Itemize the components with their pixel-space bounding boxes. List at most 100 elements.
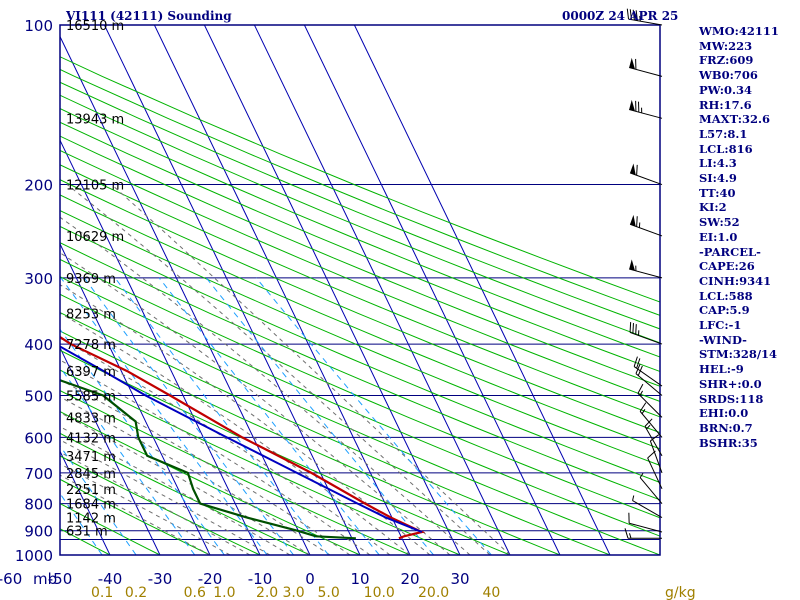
wind-barb-full xyxy=(626,8,630,20)
isotherm-line xyxy=(60,35,311,555)
height-label: 13943 m xyxy=(66,112,124,127)
wind-barb-full xyxy=(633,356,638,367)
wind-barb-shaft xyxy=(629,268,663,279)
height-label: 631 m xyxy=(66,525,108,540)
dry-adiabat xyxy=(60,164,660,418)
wind-barb xyxy=(632,495,663,519)
wind-barb-shaft xyxy=(629,223,663,237)
moist-adiabat xyxy=(60,216,471,555)
wind-barb xyxy=(644,418,663,457)
index-line: CINH:9341 xyxy=(699,273,772,288)
wind-barb-full xyxy=(635,10,638,21)
mixing-ratio-line xyxy=(60,328,225,555)
pressure-tick-label: 500 xyxy=(24,387,53,405)
wind-barb-shaft xyxy=(644,426,663,457)
index-line: CAPE:26 xyxy=(699,259,755,274)
dry-adiabat xyxy=(60,149,660,402)
height-label: 16510 m xyxy=(66,19,124,34)
wind-barb-flag xyxy=(630,163,636,175)
index-line: WB0:706 xyxy=(699,68,758,83)
wind-barb xyxy=(637,383,663,418)
moist-adiabat xyxy=(60,337,391,555)
wind-barb-full xyxy=(636,358,641,369)
dry-adiabat xyxy=(60,242,660,501)
index-line: -WIND- xyxy=(699,332,747,347)
mixing-ratio-unit: g/kg xyxy=(665,585,696,600)
index-line: KI:2 xyxy=(699,200,727,215)
isotherm-line xyxy=(0,25,10,555)
mixing-ratio-label: 40 xyxy=(482,585,500,600)
height-label: 4833 m xyxy=(66,411,116,426)
dry-adiabat xyxy=(60,502,162,555)
mixing-ratio-label: 10.0 xyxy=(364,585,395,600)
moist-adiabat xyxy=(60,312,411,555)
wind-barb-full xyxy=(629,9,632,20)
mixing-ratio-line xyxy=(158,277,380,555)
dry-adiabat xyxy=(0,25,30,566)
index-line: CAP:5.9 xyxy=(699,303,750,318)
wind-barb-full xyxy=(644,418,653,427)
moist-adiabat xyxy=(60,359,371,555)
wind-barb-full xyxy=(637,383,644,394)
index-line: WMO:42111 xyxy=(699,24,779,38)
dry-adiabat xyxy=(60,135,660,387)
mixing-ratio-label: 20.0 xyxy=(418,585,449,600)
temperature-tick-label: -30 xyxy=(148,570,173,588)
pressure-tick-label: 600 xyxy=(24,429,53,447)
height-label: 10629 m xyxy=(66,230,124,245)
mixing-ratio-label: 0.1 xyxy=(91,585,113,600)
index-line: HEL:-9 xyxy=(699,362,744,377)
index-line: BRN:0.7 xyxy=(699,420,753,435)
wind-barb-full xyxy=(632,9,635,21)
mixing-ratio-label: 5.0 xyxy=(317,585,339,600)
temperature-tick-label: 10 xyxy=(350,570,369,588)
dry-adiabat xyxy=(60,179,660,434)
temperature-tick-label: -40 xyxy=(98,570,123,588)
index-line: FRZ:609 xyxy=(699,53,754,68)
index-line: PW:0.34 xyxy=(699,82,753,97)
wind-barb xyxy=(639,472,663,504)
parcel-line xyxy=(60,345,423,533)
pressure-tick-label: 100 xyxy=(24,17,53,35)
temperature-tick-label: -10 xyxy=(248,570,273,588)
index-line: LCL:588 xyxy=(699,288,753,303)
mixing-ratio-line xyxy=(60,277,268,555)
indices-panel: WMO:42111 MW:223 FRZ:609 WB0:706 PW:0.34 RH:1… xyxy=(699,24,779,450)
wind-barb-full xyxy=(639,402,647,412)
wind-barb xyxy=(629,163,663,186)
index-line: LCL:816 xyxy=(699,141,753,156)
wind-barb xyxy=(628,512,663,533)
mixing-ratio-label: 0.6 xyxy=(184,585,206,600)
height-label: 4132 m xyxy=(66,431,116,446)
wind-barb xyxy=(649,434,663,474)
wind-barb-full xyxy=(635,324,637,335)
mixing-ratio-line xyxy=(60,492,103,555)
dry-adiabat xyxy=(60,389,412,555)
wind-barb-half xyxy=(639,15,641,22)
wind-barb-half xyxy=(639,472,644,478)
index-line: L57:8.1 xyxy=(699,126,748,141)
wind-barb-full xyxy=(629,322,632,333)
pressure-tick-label: 700 xyxy=(24,465,53,483)
wind-barb-shaft xyxy=(639,477,663,504)
temperature-tick-label: -20 xyxy=(198,570,223,588)
dry-adiabat xyxy=(60,210,660,466)
height-label: 1684 m xyxy=(66,498,116,513)
wind-barb-full xyxy=(636,164,638,176)
isotherm-line xyxy=(303,25,561,555)
pressure-tick-label: 900 xyxy=(24,523,53,541)
wind-barb-flag xyxy=(630,214,636,227)
dry-adiabat xyxy=(60,276,660,537)
wind-barb xyxy=(629,99,663,119)
mixing-ratio-label: 0.2 xyxy=(125,585,147,600)
moist-adiabat xyxy=(60,284,431,555)
wind-barb-shaft xyxy=(629,331,663,345)
wind-barb-half xyxy=(646,424,651,430)
plot-frame xyxy=(59,24,661,556)
wind-barb xyxy=(629,322,663,345)
index-line: MAXT:32.6 xyxy=(699,112,770,127)
dry-adiabat xyxy=(60,478,212,555)
index-line: LI:4.3 xyxy=(699,156,737,171)
